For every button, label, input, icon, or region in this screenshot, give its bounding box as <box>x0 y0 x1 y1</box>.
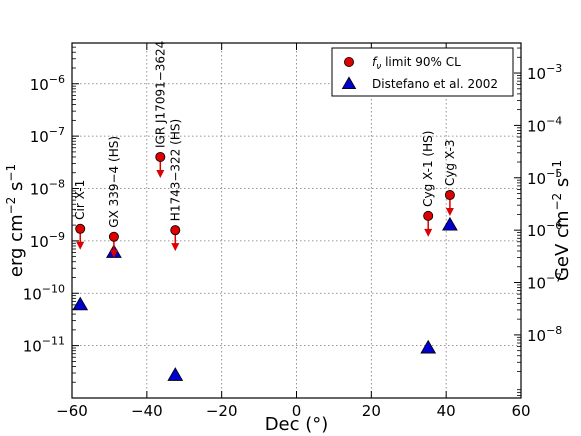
upper-limit-arrowhead <box>76 241 85 250</box>
upper-limit-arrowhead <box>424 228 433 237</box>
y-axis-title: erg cm−2 s−1 <box>4 164 27 277</box>
limit-point <box>170 225 181 236</box>
y-right-tick-label: 10−6 <box>527 219 562 240</box>
source-label: Cir X-1 <box>73 180 87 220</box>
data-series <box>72 151 458 381</box>
x-tick-label: 20 <box>362 402 381 420</box>
triangle-point <box>167 367 184 381</box>
x-axis-title: Dec (°) <box>265 414 329 435</box>
legend-label-limit: fν limit 90% CL <box>372 55 461 72</box>
x-tick-label: 40 <box>437 402 456 420</box>
y-tick-label: 10−8 <box>30 178 65 199</box>
triangle-point <box>72 296 89 311</box>
source-label: GX 339−4 (HS) <box>107 136 121 228</box>
upper-limit-arrowhead <box>156 169 165 178</box>
x-tick-label: −60 <box>56 402 88 420</box>
limit-point <box>108 231 119 242</box>
limit-point <box>444 190 455 201</box>
y-tick-label: 10−9 <box>30 230 65 251</box>
legend-box <box>331 47 514 97</box>
y-right-tick-label: 10−8 <box>527 324 562 345</box>
legend-label-distefano: Distefano et al. 2002 <box>372 77 498 91</box>
y-right-tick-label: 10−3 <box>527 62 562 83</box>
limit-point <box>75 223 86 234</box>
y-right-tick-label: 10−5 <box>527 167 562 188</box>
legend-triangle-marker <box>341 76 357 90</box>
legend: fν limit 90% CL Distefano et al. 2002 <box>331 47 514 97</box>
source-labels: Cir X-1 GX 339−4 (HS) IGR J17091−3624H1743… <box>73 41 457 228</box>
y-tick-label: 10−7 <box>30 125 65 146</box>
source-label: IGR J17091−3624 <box>153 41 167 148</box>
upper-limit-arrowhead <box>171 243 180 252</box>
legend-circle-marker <box>343 57 354 68</box>
x-tick-label: 0 <box>292 402 302 420</box>
x-tick-label: 60 <box>511 402 530 420</box>
plot-frame <box>71 42 522 399</box>
source-label: Cyg X-1 (HS) <box>421 131 435 207</box>
x-tick-label: −40 <box>131 402 163 420</box>
triangle-point <box>420 339 437 354</box>
upper-limit-arrowhead <box>445 208 454 217</box>
y-tick-label: 10−6 <box>30 73 65 94</box>
grid <box>72 43 521 398</box>
y-tick-label: 10−11 <box>23 335 65 356</box>
limit-point <box>423 210 434 221</box>
triangle-point <box>442 216 458 231</box>
source-label: H1743−322 (HS) <box>168 119 182 221</box>
y-right-tick-label: 10−7 <box>527 272 562 293</box>
x-tick-label: −20 <box>206 402 238 420</box>
y-right-axis-title: GeV cm−2 s−1 <box>550 160 573 281</box>
y-tick-label: 10−10 <box>23 282 65 303</box>
limit-point <box>155 151 166 162</box>
source-label: Cyg X-3 <box>443 140 457 187</box>
y-right-tick-label: 10−4 <box>527 114 562 135</box>
upper-limit-arrowhead <box>109 249 118 258</box>
axes: −60 −40 −20 0 20 40 60 10−11 10−10 10−9 10−8 10−7 10… <box>4 43 573 435</box>
